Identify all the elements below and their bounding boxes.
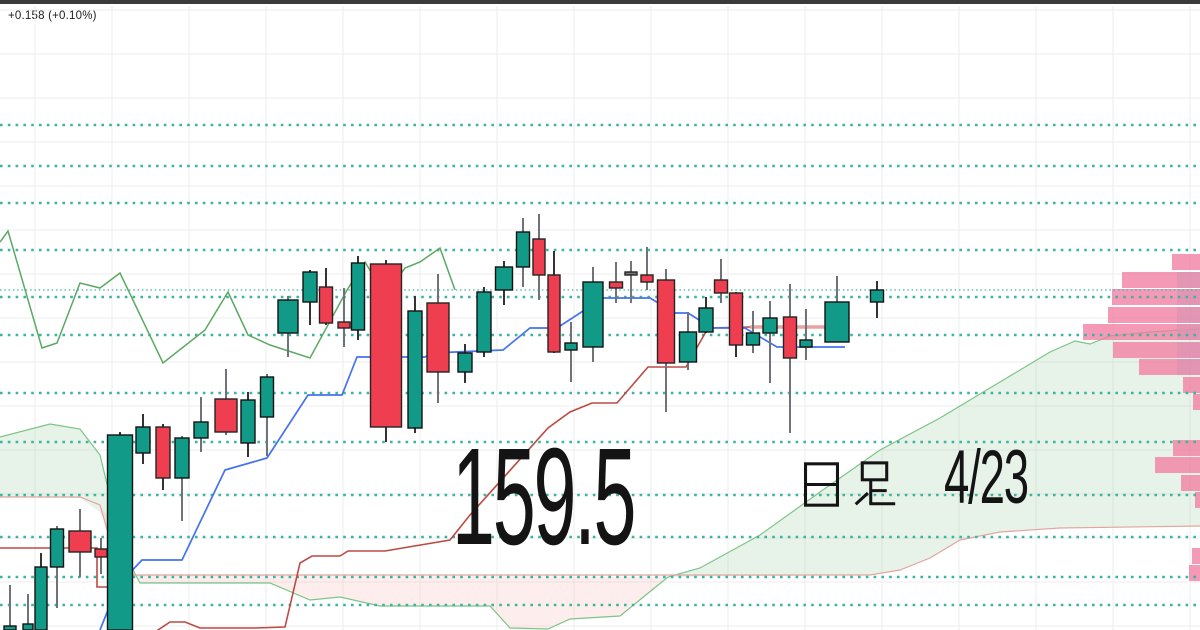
price-change-label: +0.158 (+0.10%) xyxy=(8,10,97,22)
big-price-overlay: 159.5 xyxy=(452,420,636,574)
timeframe-label xyxy=(798,458,898,510)
top-border xyxy=(0,0,1200,4)
kanji-ashi-glyph xyxy=(854,460,896,505)
date-overlay: 4/23 xyxy=(944,435,1029,520)
kanji-nichi-glyph xyxy=(803,461,840,507)
